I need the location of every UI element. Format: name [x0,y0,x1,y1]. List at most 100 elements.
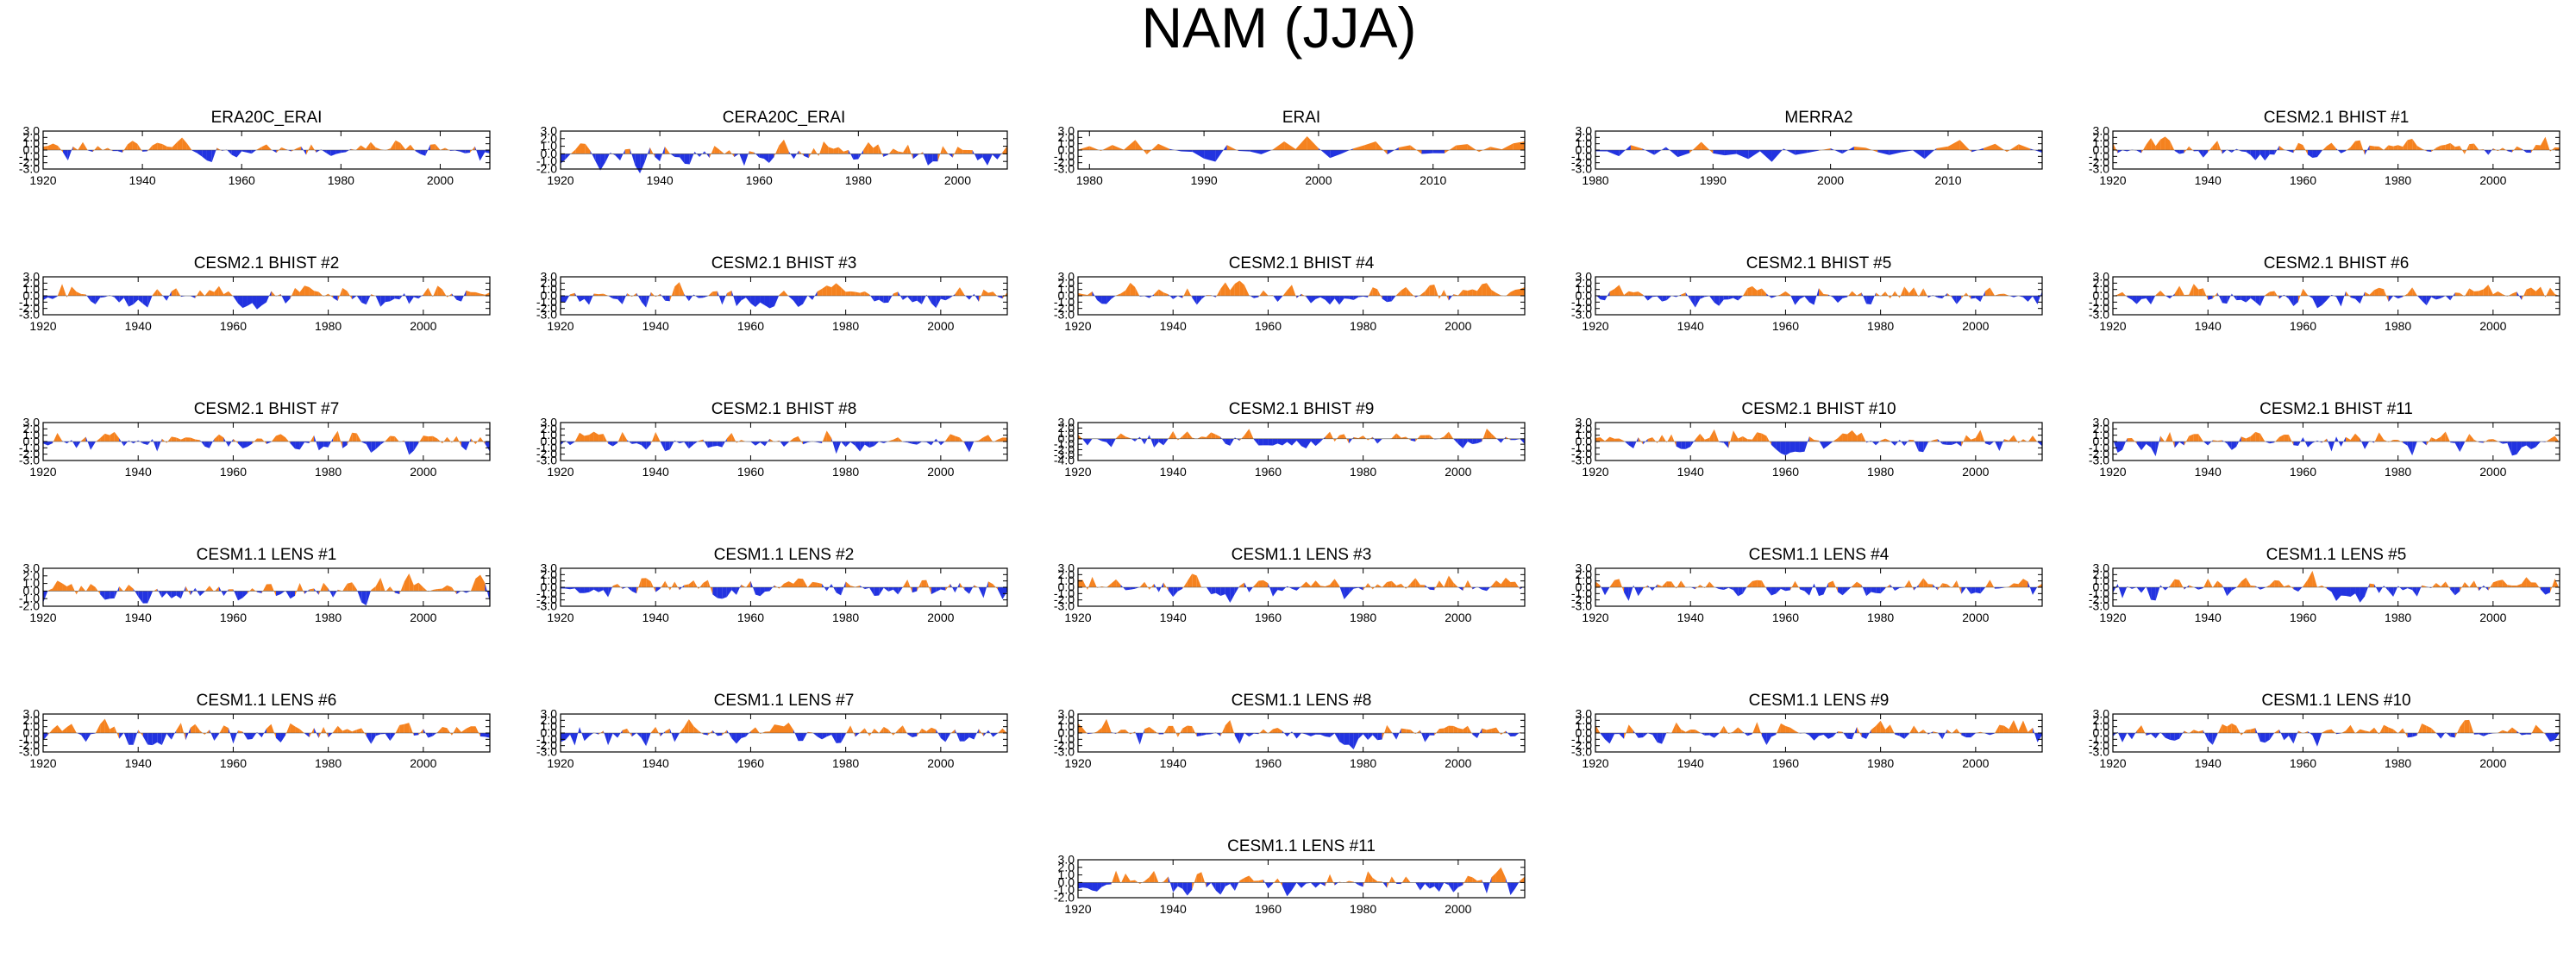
y-tick-label: 1.0 [2093,573,2110,587]
area-segment [1204,150,1216,162]
area-segment [1420,585,1426,587]
area-segment [1448,725,1454,733]
area-segment [123,584,129,592]
area-segment [2222,440,2228,444]
area-segment [128,296,134,307]
y-tick-label: 0.0 [541,147,558,160]
area-segment [456,435,461,447]
area-segment [1307,135,1319,150]
area-segment [413,733,419,736]
area-segment [356,728,362,733]
area-segment [1501,577,1506,587]
area-segment [1852,291,1858,296]
x-tick-label: 1920 [1064,756,1091,770]
x-tick-label: 1920 [547,173,573,187]
area-segment [2416,585,2422,597]
y-tick-label: -3.0 [19,308,40,322]
area-segment [831,733,837,743]
area-segment [87,150,93,153]
area-segment [2469,434,2474,442]
area-segment [242,731,248,740]
area-segment [1724,150,1737,156]
area-segment [1852,429,1858,442]
area-segment [437,285,442,296]
area-segment [1111,438,1117,448]
area-segment [1924,148,1937,160]
area-segment [1971,296,1976,299]
area-segment [2165,295,2171,299]
area-segment [2407,139,2413,150]
area-segment [1662,435,1667,443]
area-segment [72,584,77,595]
area-segment [703,733,708,736]
area-segment [2297,142,2303,150]
area-segment [977,153,983,161]
area-segment [1595,437,1601,442]
area-segment [1463,438,1468,448]
area-segment [366,733,372,744]
panel-title: CESM2.1 BHIST #11 [2259,400,2413,418]
area-segment [1287,285,1292,296]
area-segment [1681,442,1686,449]
area-segment [2397,296,2404,299]
x-tick-label: 1940 [1160,611,1187,624]
area-segment [1628,291,1634,296]
area-segment [1510,882,1515,896]
area-segment [304,442,310,444]
area-segment [1600,437,1606,442]
area-segment [1965,587,1971,594]
area-segment [2222,296,2228,304]
area-segment [1078,723,1083,733]
area-segment [2316,150,2322,158]
area-segment [1714,296,1720,306]
area-segment [745,580,751,588]
area-segment [836,283,842,296]
area-segment [968,585,975,594]
area-segment [1671,581,1677,589]
area-segment [470,291,476,296]
y-tick-label: -2.0 [536,447,557,460]
area-segment [1434,882,1439,893]
area-segment [1168,587,1174,598]
area-segment [907,144,913,160]
area-segment [1410,578,1416,587]
area-segment [635,153,641,174]
area-segment [2545,733,2550,742]
area-segment [2151,733,2156,739]
area-segment [1690,729,1695,733]
area-segment [2297,437,2303,447]
area-segment [330,150,336,156]
area-segment [1244,285,1250,296]
area-segment [337,430,343,448]
area-segment [2322,296,2327,305]
area-segment [1956,296,1962,304]
area-segment [833,147,839,154]
area-segment [2431,728,2436,733]
area-segment [855,442,861,452]
area-segment [182,137,187,150]
area-segment [1747,580,1752,587]
y-tick-label: 2.0 [1576,276,1593,290]
area-segment [404,440,410,455]
area-segment [2278,145,2285,150]
area-segment [223,589,229,597]
area-segment [394,724,400,735]
area-segment [1092,576,1098,588]
y-tick-label: -3.0 [1054,745,1075,759]
area-segment [104,295,110,298]
area-segment [437,438,442,444]
area-segment [917,296,922,304]
area-segment [66,724,72,733]
area-segment [328,732,334,738]
area-segment [2331,142,2336,150]
area-segment [1819,288,1824,296]
area-segment [1695,585,1701,590]
x-tick-label: 1940 [1160,902,1187,916]
area-segment [1491,290,1496,296]
area-segment [669,728,675,742]
area-segment [337,725,343,733]
area-segment [2246,435,2251,442]
area-segment [917,442,922,445]
area-segment [2341,150,2347,153]
